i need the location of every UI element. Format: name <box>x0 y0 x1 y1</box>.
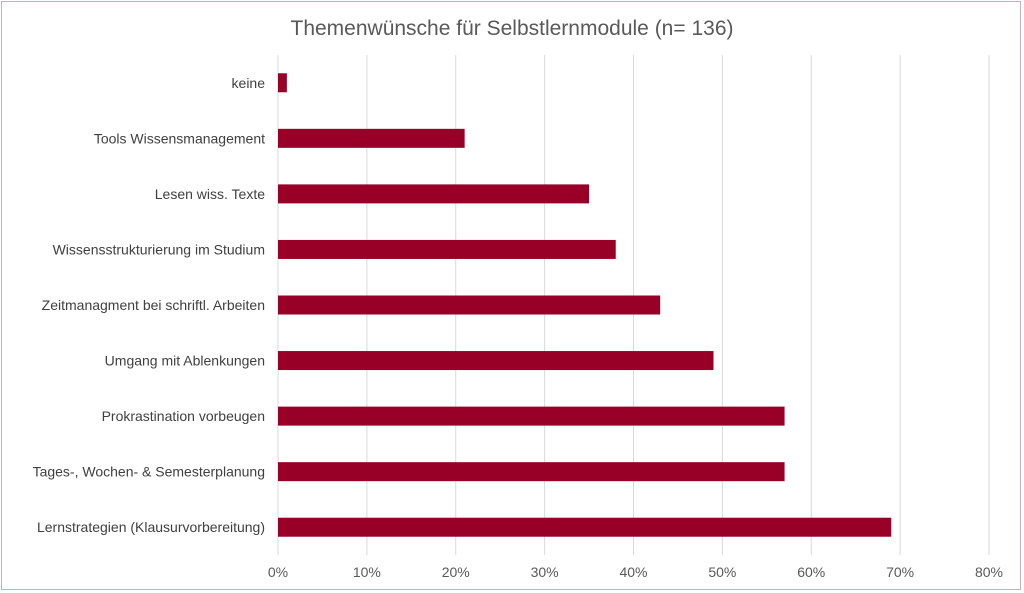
category-label: Umgang mit Ablenkungen <box>105 353 265 369</box>
chart-title: Themenwünsche für Selbstlernmodule (n= 1… <box>291 17 734 40</box>
bar <box>278 295 661 315</box>
x-tick-label: 20% <box>442 564 470 580</box>
x-tick-label: 0% <box>268 564 288 580</box>
category-label: Tools Wissensmanagement <box>94 130 265 146</box>
bar <box>278 128 465 148</box>
x-axis-ticks: 0% 10% 20% 30% 40% 50% 60% 70% 80% <box>268 564 1003 580</box>
bar <box>278 73 287 93</box>
category-label: keine <box>232 75 266 91</box>
bar <box>278 406 785 426</box>
x-tick-label: 70% <box>886 564 914 580</box>
category-label: Wissensstrukturierung im Studium <box>53 241 265 257</box>
x-tick-label: 30% <box>531 564 559 580</box>
x-tick-label: 80% <box>975 564 1003 580</box>
x-tick-label: 60% <box>797 564 825 580</box>
bar <box>278 239 616 259</box>
category-label: Zeitmanagment bei schriftl. Arbeiten <box>42 297 265 313</box>
x-tick-label: 10% <box>353 564 381 580</box>
bars <box>278 73 892 537</box>
bar <box>278 184 590 204</box>
x-tick-label: 40% <box>619 564 647 580</box>
category-label: Tages-, Wochen- & Semesterplanung <box>33 464 265 480</box>
x-tick-label: 50% <box>708 564 736 580</box>
bar <box>278 517 892 537</box>
category-label: Lesen wiss. Texte <box>155 186 265 202</box>
category-label: Prokrastination vorbeugen <box>102 408 265 424</box>
bar <box>278 351 714 371</box>
bar <box>278 462 785 482</box>
category-label: Lernstrategien (Klausurvorbereitung) <box>37 519 265 535</box>
category-labels: keine Tools Wissensmanagement Lesen wiss. … <box>33 75 266 535</box>
